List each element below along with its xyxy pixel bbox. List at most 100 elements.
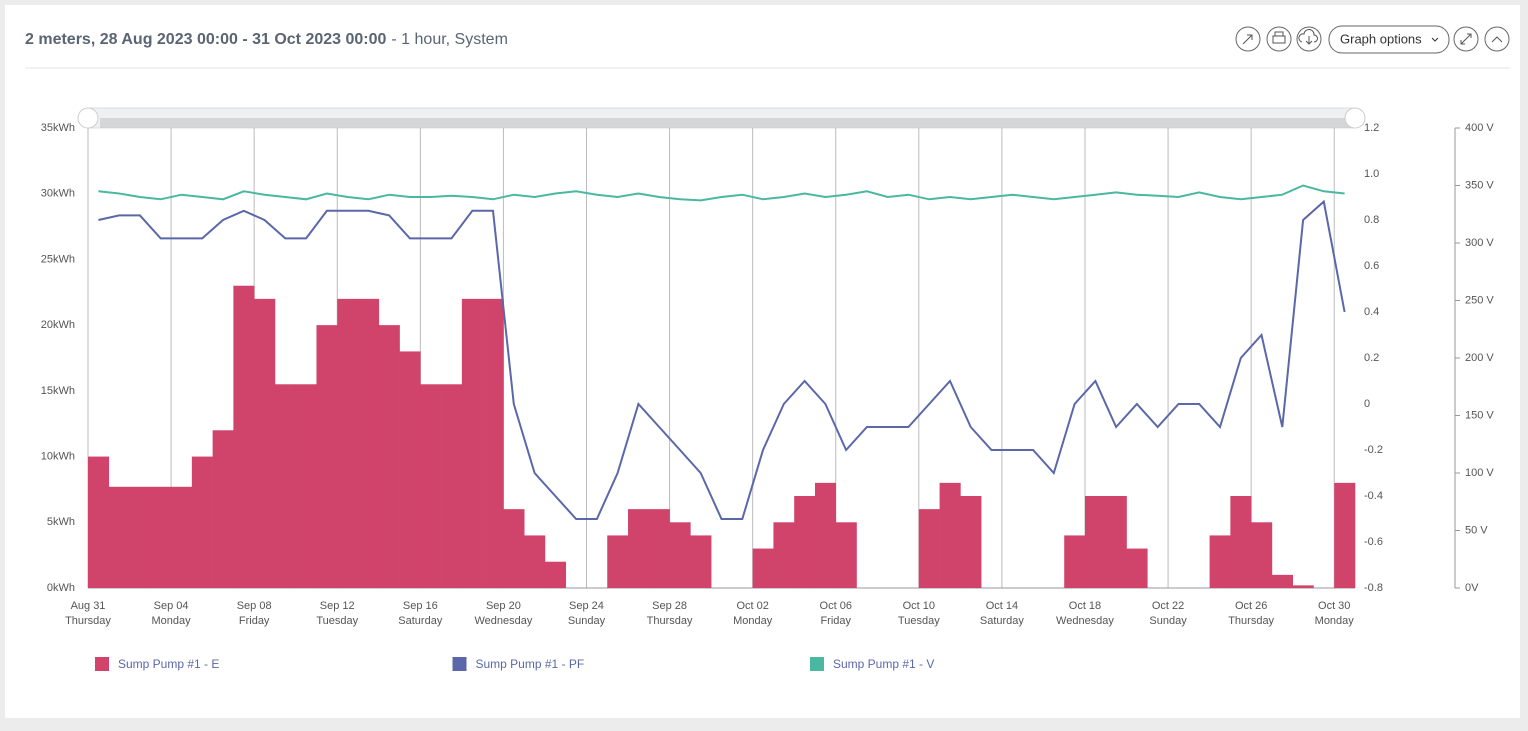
y2-tick-label: 0.2 bbox=[1364, 352, 1379, 364]
bar bbox=[420, 384, 442, 588]
y3-tick-label: 0V bbox=[1465, 582, 1479, 594]
bar bbox=[607, 535, 629, 588]
bar bbox=[254, 298, 276, 588]
bar bbox=[108, 486, 130, 588]
bar bbox=[1126, 548, 1148, 588]
header-title: 2 meters, 28 Aug 2023 00:00 - 31 Oct 202… bbox=[25, 31, 508, 48]
bar bbox=[129, 486, 151, 588]
x-tick-sublabel: Wednesday bbox=[1056, 615, 1114, 627]
bar bbox=[773, 522, 795, 588]
bar bbox=[628, 509, 650, 588]
y-tick-label: 20kWh bbox=[41, 319, 75, 331]
y3-tick-label: 100 V bbox=[1465, 467, 1494, 479]
x-tick-sublabel: Thursday bbox=[647, 615, 693, 627]
bar bbox=[358, 298, 380, 588]
x-tick-sublabel: Monday bbox=[733, 615, 773, 627]
x-tick-label: Oct 18 bbox=[1069, 600, 1101, 612]
bar bbox=[171, 486, 193, 588]
bar bbox=[150, 486, 172, 588]
x-tick-label: Oct 22 bbox=[1152, 600, 1184, 612]
navigator[interactable] bbox=[77, 107, 1366, 129]
bar bbox=[233, 285, 255, 588]
x-tick-label: Oct 30 bbox=[1318, 600, 1350, 612]
x-tick-label: Oct 14 bbox=[986, 600, 1018, 612]
bar bbox=[212, 430, 234, 588]
bar bbox=[1230, 496, 1252, 588]
line bbox=[98, 199, 1346, 520]
x-tick-sublabel: Sunday bbox=[1149, 615, 1187, 627]
y2-tick-label: 1.0 bbox=[1364, 168, 1379, 180]
y2-tick-label: -0.8 bbox=[1364, 582, 1383, 594]
bar bbox=[1084, 496, 1107, 588]
x-tick-sublabel: Friday bbox=[239, 615, 270, 627]
y3-tick-label: 300 V bbox=[1465, 237, 1494, 249]
icon-button[interactable] bbox=[1484, 26, 1510, 52]
x-tick-label: Oct 06 bbox=[820, 600, 852, 612]
bar bbox=[918, 509, 940, 588]
bar bbox=[794, 496, 816, 588]
x-tick-label: Sep 28 bbox=[652, 600, 687, 612]
icon-button[interactable] bbox=[1235, 26, 1261, 52]
y-tick-label: 0kWh bbox=[47, 582, 75, 594]
bar bbox=[1251, 522, 1273, 588]
x-tick-label: Aug 31 bbox=[71, 600, 106, 612]
y3-tick-label: 400 V bbox=[1465, 122, 1494, 134]
bar bbox=[690, 535, 712, 588]
bar bbox=[461, 298, 483, 588]
x-tick-sublabel: Tuesday bbox=[316, 615, 358, 627]
icon-button[interactable] bbox=[1453, 26, 1479, 52]
x-tick-sublabel: Thursday bbox=[65, 615, 111, 627]
graph-options-button[interactable]: Graph options bbox=[1328, 25, 1450, 54]
bar bbox=[295, 384, 317, 588]
x-tick-sublabel: Sunday bbox=[568, 615, 606, 627]
x-tick-sublabel: Saturday bbox=[980, 615, 1025, 627]
plot: Aug 31 Thursday Sep 04 Monday Sep 08 Friday Se… bbox=[41, 122, 1495, 671]
bar bbox=[648, 509, 670, 588]
bar bbox=[752, 548, 774, 588]
y2-tick-label: -0.4 bbox=[1364, 490, 1383, 502]
bar bbox=[337, 298, 359, 588]
x-tick-label: Sep 12 bbox=[320, 600, 355, 612]
x-tick-sublabel: Monday bbox=[1315, 615, 1355, 627]
x-tick-sublabel: Wednesday bbox=[474, 615, 532, 627]
y2-tick-label: -0.6 bbox=[1364, 536, 1383, 548]
title-detail: - 1 hour, System bbox=[391, 31, 508, 48]
y-tick-label: 5kWh bbox=[47, 516, 75, 528]
y2-tick-label: 0 bbox=[1364, 398, 1370, 410]
legend-swatch bbox=[452, 657, 467, 671]
bar bbox=[1334, 482, 1356, 588]
line bbox=[98, 184, 1345, 202]
legend-label: Sump Pump #1 - E bbox=[118, 657, 219, 671]
bar bbox=[544, 561, 567, 588]
y-tick-label: 30kWh bbox=[41, 188, 75, 200]
bar bbox=[399, 351, 421, 588]
x-tick-label: Sep 04 bbox=[154, 600, 189, 612]
bar bbox=[1064, 535, 1086, 588]
y3-tick-label: 350 V bbox=[1465, 179, 1494, 191]
x-tick-label: Oct 10 bbox=[903, 600, 935, 612]
y3-tick-label: 150 V bbox=[1465, 409, 1494, 421]
y3-tick-label: 50 V bbox=[1465, 524, 1488, 536]
legend-swatch bbox=[810, 657, 824, 671]
bar bbox=[835, 522, 857, 588]
x-tick-sublabel: Friday bbox=[820, 615, 851, 627]
y2-tick-label: 0.6 bbox=[1364, 260, 1379, 272]
bar bbox=[960, 496, 982, 588]
x-tick-label: Oct 26 bbox=[1235, 600, 1267, 612]
x-tick-label: Oct 02 bbox=[736, 600, 768, 612]
x-tick-sublabel: Thursday bbox=[1228, 615, 1274, 627]
bar bbox=[88, 456, 110, 588]
y2-tick-label: -0.2 bbox=[1364, 444, 1383, 456]
y-tick-label: 35kWh bbox=[41, 122, 75, 134]
icon-button[interactable] bbox=[1266, 26, 1292, 52]
icon-button[interactable] bbox=[1296, 26, 1322, 52]
legend-label: Sump Pump #1 - PF bbox=[476, 657, 585, 671]
x-tick-label: Sep 08 bbox=[237, 600, 272, 612]
bar bbox=[669, 522, 691, 588]
bar bbox=[378, 325, 400, 588]
y2-tick-label: 0.8 bbox=[1364, 214, 1379, 226]
bar bbox=[1271, 574, 1293, 588]
bar bbox=[316, 325, 338, 588]
bar bbox=[274, 384, 297, 588]
